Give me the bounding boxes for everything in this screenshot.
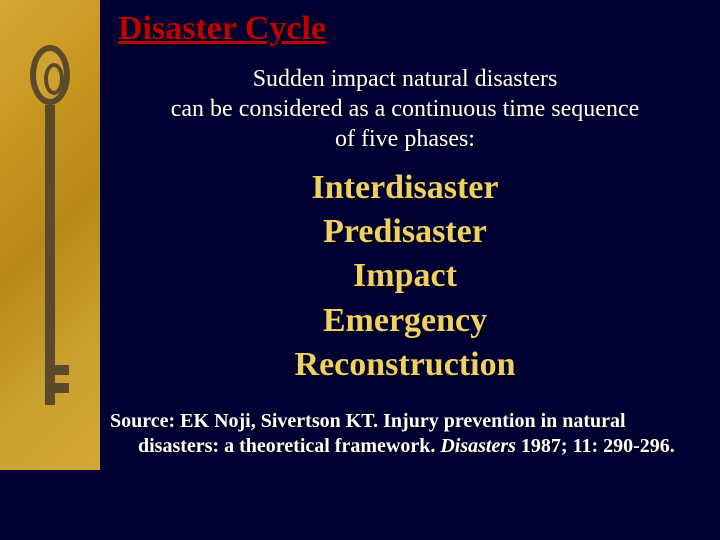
phase-item: Interdisaster [110,166,700,210]
phase-item: Predisaster [110,210,700,254]
decorative-sidebar-image [0,0,100,470]
phase-item: Impact [110,254,700,298]
source-suffix: 1987; 11: 290-296. [516,435,675,457]
source-citation: Source: EK Noji, Sivertson KT. Injury pr… [138,409,700,459]
key-icon [30,45,70,425]
intro-text: Sudden impact natural disasters can be c… [110,64,700,154]
intro-line-1: Sudden impact natural disasters [253,66,558,92]
intro-line-3: of five phases: [335,126,475,152]
source-journal: Disasters [440,435,516,457]
phases-list: Interdisaster Predisaster Impact Emergen… [110,166,700,387]
slide-content: Disaster Cycle Sudden impact natural dis… [100,0,720,540]
slide-title: Disaster Cycle [118,10,700,48]
phase-item: Reconstruction [110,343,700,387]
intro-line-2: can be considered as a continuous time s… [171,96,640,122]
phase-item: Emergency [110,299,700,343]
